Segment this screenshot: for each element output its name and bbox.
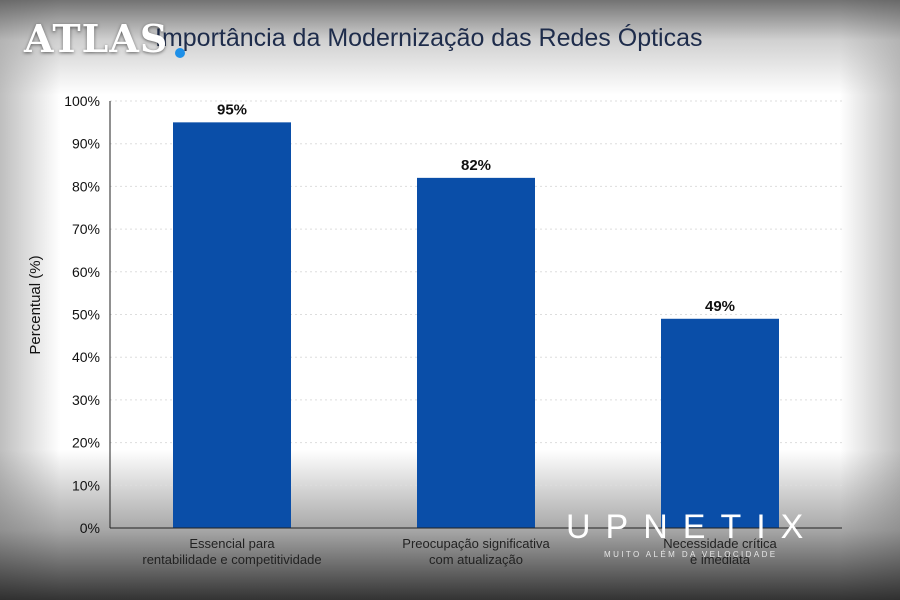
category-label: Necessidade crítica e imediata <box>663 536 777 567</box>
y-tick-label: 90% <box>72 136 100 152</box>
y-tick-label: 0% <box>80 520 100 536</box>
data-label: 82% <box>461 157 491 174</box>
category-label: Preocupação significativa com atualização <box>402 536 550 567</box>
bar <box>417 177 535 529</box>
data-label: 49% <box>705 298 735 315</box>
y-tick-label: 70% <box>72 221 100 237</box>
atlas-logo-dot <box>175 48 185 58</box>
y-tick-label: 30% <box>72 392 100 408</box>
category-label-line: Preocupação significativa <box>402 536 550 551</box>
y-tick-label: 20% <box>72 435 100 451</box>
y-tick-label: 40% <box>72 349 100 365</box>
y-axis-label: Percentual (%) <box>27 255 44 354</box>
category-label-line: com atualização <box>429 552 523 567</box>
category-label-line: rentabilidade e competitividade <box>142 552 321 567</box>
y-tick-label: 50% <box>72 307 100 323</box>
y-tick-label: 80% <box>72 178 100 194</box>
y-tick-labels: 0% 10% 20% 30% 40% 50% 60% 70% 80% 90% 100% <box>64 93 100 536</box>
category-labels: Essencial para rentabilidade e competitiv… <box>142 536 777 567</box>
bar <box>661 318 779 528</box>
y-tick-label: 100% <box>64 93 100 109</box>
category-label-line: Necessidade crítica <box>663 536 777 551</box>
bars <box>173 122 779 529</box>
data-labels: 95% 82% 49% <box>217 101 735 314</box>
y-tick-label: 60% <box>72 264 100 280</box>
chart-title: Importância da Modernização das Redes Óp… <box>155 24 703 52</box>
atlas-logo: ATLAS <box>24 16 169 61</box>
upnetix-logo: UPNETIX <box>566 508 819 546</box>
category-label-line: Essencial para <box>189 536 275 551</box>
axes <box>109 101 842 529</box>
category-label: Essencial para rentabilidade e competitiv… <box>142 536 321 567</box>
category-label-line: e imediata <box>690 552 751 567</box>
data-label: 95% <box>217 101 247 118</box>
y-tick-label: 10% <box>72 477 100 493</box>
upnetix-tagline: MUITO ALÉM DA VELOCIDADE <box>604 550 778 559</box>
bar <box>173 122 291 528</box>
